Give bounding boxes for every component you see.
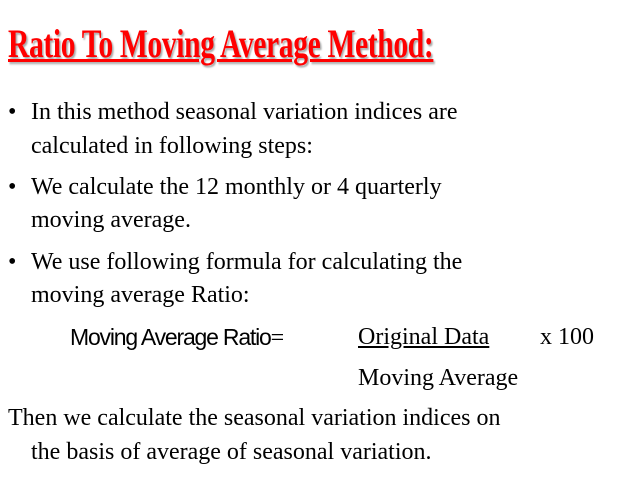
bullet-icon: • (8, 99, 17, 125)
bullet-2-line-2: moving average. (31, 207, 191, 233)
bullet-1-line-1: In this method seasonal variation indice… (31, 99, 458, 125)
formula: Moving Average Ratio= (70, 322, 284, 353)
slide-title: Ratio To Moving Average Method: (8, 21, 434, 66)
formula-equals: = (270, 325, 285, 351)
formula-numerator: Original Data (358, 324, 490, 350)
bullet-icon: • (8, 174, 17, 200)
bullet-3-line-1: We use following formula for calculating… (31, 249, 463, 275)
formula-denominator: Moving Average (358, 365, 519, 391)
bullet-3-line-2: moving average Ratio: (31, 282, 250, 308)
bullet-icon: • (8, 249, 17, 275)
formula-multiplier: x 100 (540, 324, 594, 350)
bullet-2-line-1: We calculate the 12 monthly or 4 quarter… (31, 174, 442, 200)
bullet-1-line-2: calculated in following steps: (31, 133, 313, 159)
conclusion-line-1: Then we calculate the seasonal variation… (8, 405, 501, 431)
conclusion-line-2: the basis of average of seasonal variati… (31, 439, 432, 465)
formula-label: Moving Average Ratio (70, 324, 272, 350)
